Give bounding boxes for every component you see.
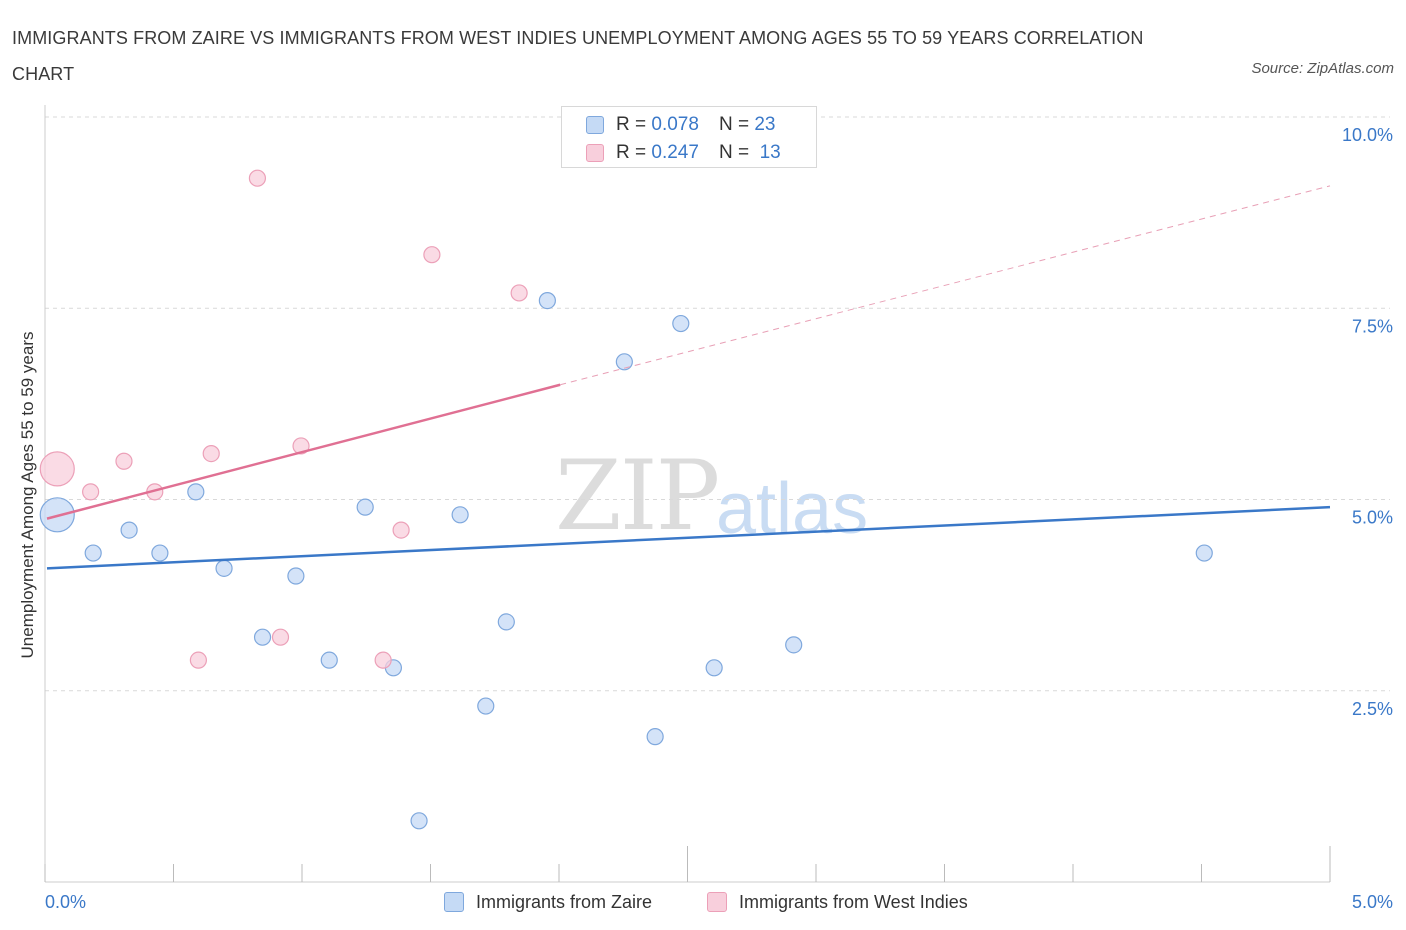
zaire-point [477, 697, 495, 715]
legend-n-value-west-indies: 13 [759, 142, 781, 163]
bottom-legend-west-indies: Immigrants from West Indies [707, 889, 968, 915]
zaire-point [215, 559, 233, 577]
west-indies-point [189, 651, 207, 669]
x-tick-label: 0.0% [45, 892, 86, 912]
y-tick-label: 7.5% [1352, 316, 1393, 336]
west-indies-point [392, 521, 410, 539]
legend-r-label: R = [616, 114, 647, 135]
watermark-zip: ZIP [555, 440, 720, 552]
bottom-legend-label-zaire: Immigrants from Zaire [476, 891, 653, 912]
zaire-point [287, 567, 305, 585]
legend-n-label: N = [718, 142, 750, 163]
zaire-point [356, 498, 374, 516]
west-indies-point [39, 451, 75, 487]
correlation-legend: R = 0.078 N = 23 R = 0.247 N = 13 [561, 106, 817, 168]
legend-row-zaire: R = 0.078 N = 23 [586, 111, 775, 139]
source-label: Source: ZipAtlas.com [1251, 60, 1394, 77]
zaire-point [538, 292, 556, 310]
chart-title: IMMIGRANTS FROM ZAIRE VS IMMIGRANTS FROM… [12, 28, 1144, 84]
west-indies-trend-extension [560, 185, 1331, 386]
zaire-point [120, 521, 138, 539]
zaire-point [320, 651, 338, 669]
zaire-point [410, 812, 428, 830]
legend-swatch-zaire [586, 116, 604, 134]
legend-n-label: N = [718, 114, 750, 135]
zaire-point [451, 506, 469, 524]
west-indies-point [510, 284, 528, 302]
legend-n-value-zaire: 23 [754, 114, 776, 135]
y-tick-label: 2.5% [1352, 699, 1393, 719]
west-indies-point [82, 483, 100, 501]
x-tick-label: 5.0% [1352, 892, 1393, 912]
zaire-point [646, 728, 664, 746]
zaire-point [705, 659, 723, 677]
zaire-point [785, 636, 803, 654]
west-indies-trend-line [46, 383, 561, 520]
zaire-point [151, 544, 169, 562]
west-indies-point [374, 651, 392, 669]
west-indies-point [292, 437, 310, 455]
legend-r-value-west-indies: 0.247 [651, 142, 699, 163]
legend-swatch-west-indies [586, 144, 604, 162]
bottom-legend-swatch-zaire [444, 892, 464, 912]
bottom-legend-label-west-indies: Immigrants from West Indies [739, 891, 968, 912]
west-indies-point [115, 452, 133, 470]
y-tick-label: 5.0% [1352, 508, 1393, 528]
zaire-point [1195, 544, 1213, 562]
west-indies-point [202, 445, 220, 463]
zaire-point [615, 353, 633, 371]
legend-r-label: R = [616, 142, 647, 163]
legend-r-value-zaire: 0.078 [651, 114, 699, 135]
bottom-legend-swatch-west-indies [707, 892, 727, 912]
zaire-point [253, 628, 272, 646]
west-indies-point [248, 169, 267, 187]
zaire-trend-line [46, 505, 1331, 570]
legend-row-west-indies: R = 0.247 N = 13 [586, 139, 781, 167]
y-tick-label: 10.0% [1342, 125, 1393, 145]
zaire-point [187, 483, 205, 501]
zaire-point [672, 314, 690, 333]
bottom-legend-zaire: Immigrants from Zaire [444, 889, 652, 915]
west-indies-point [423, 246, 441, 264]
zaire-point [497, 613, 515, 631]
west-indies-point [271, 628, 290, 646]
zaire-point [84, 544, 102, 562]
